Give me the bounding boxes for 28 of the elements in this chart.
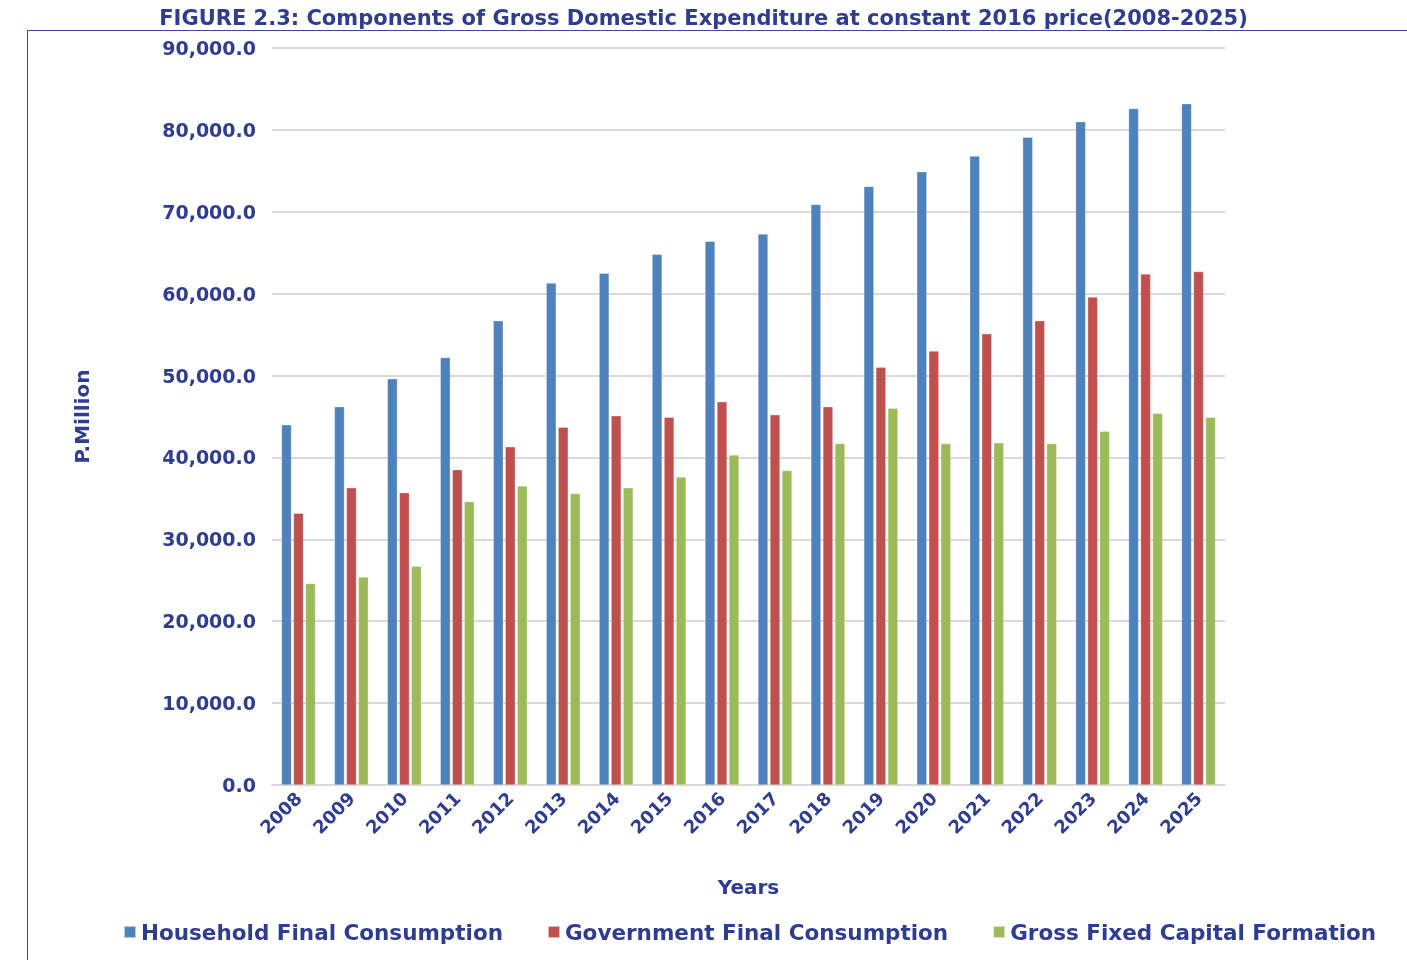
y-axis-title: P.Million <box>70 369 94 464</box>
y-tick-label: 0.0 <box>222 774 256 796</box>
bar <box>822 406 833 785</box>
y-tick-label: 50,000.0 <box>162 364 256 387</box>
bar <box>781 470 792 785</box>
y-tick-label: 70,000.0 <box>162 200 256 223</box>
bar <box>769 414 780 785</box>
legend-label: Government Final Consumption <box>564 919 949 945</box>
y-tick-label: 80,000.0 <box>162 118 256 141</box>
bar <box>757 233 768 785</box>
bar <box>810 204 821 785</box>
x-axis-title: Years <box>716 875 780 899</box>
y-tick-label: 90,000.0 <box>162 37 256 59</box>
bar <box>729 454 740 785</box>
y-tick-label: 30,000.0 <box>162 528 256 551</box>
chart-title: FIGURE 2.3: Components of Gross Domestic Expenditure at constant 2016 price(2008-2025) <box>159 5 1248 30</box>
bar <box>705 241 716 785</box>
y-tick-label: 20,000.0 <box>162 610 256 633</box>
bar <box>834 443 845 785</box>
bar <box>676 477 687 785</box>
bar <box>664 417 675 785</box>
bar <box>717 401 728 785</box>
bar <box>652 254 663 785</box>
legend-label: Gross Fixed Capital Formation <box>1010 919 1377 945</box>
y-tick-label: 40,000.0 <box>162 446 256 469</box>
legend-label: Household Final Consumption <box>141 919 503 945</box>
y-tick-label: 60,000.0 <box>162 282 256 305</box>
y-tick-label: 10,000.0 <box>162 692 256 715</box>
